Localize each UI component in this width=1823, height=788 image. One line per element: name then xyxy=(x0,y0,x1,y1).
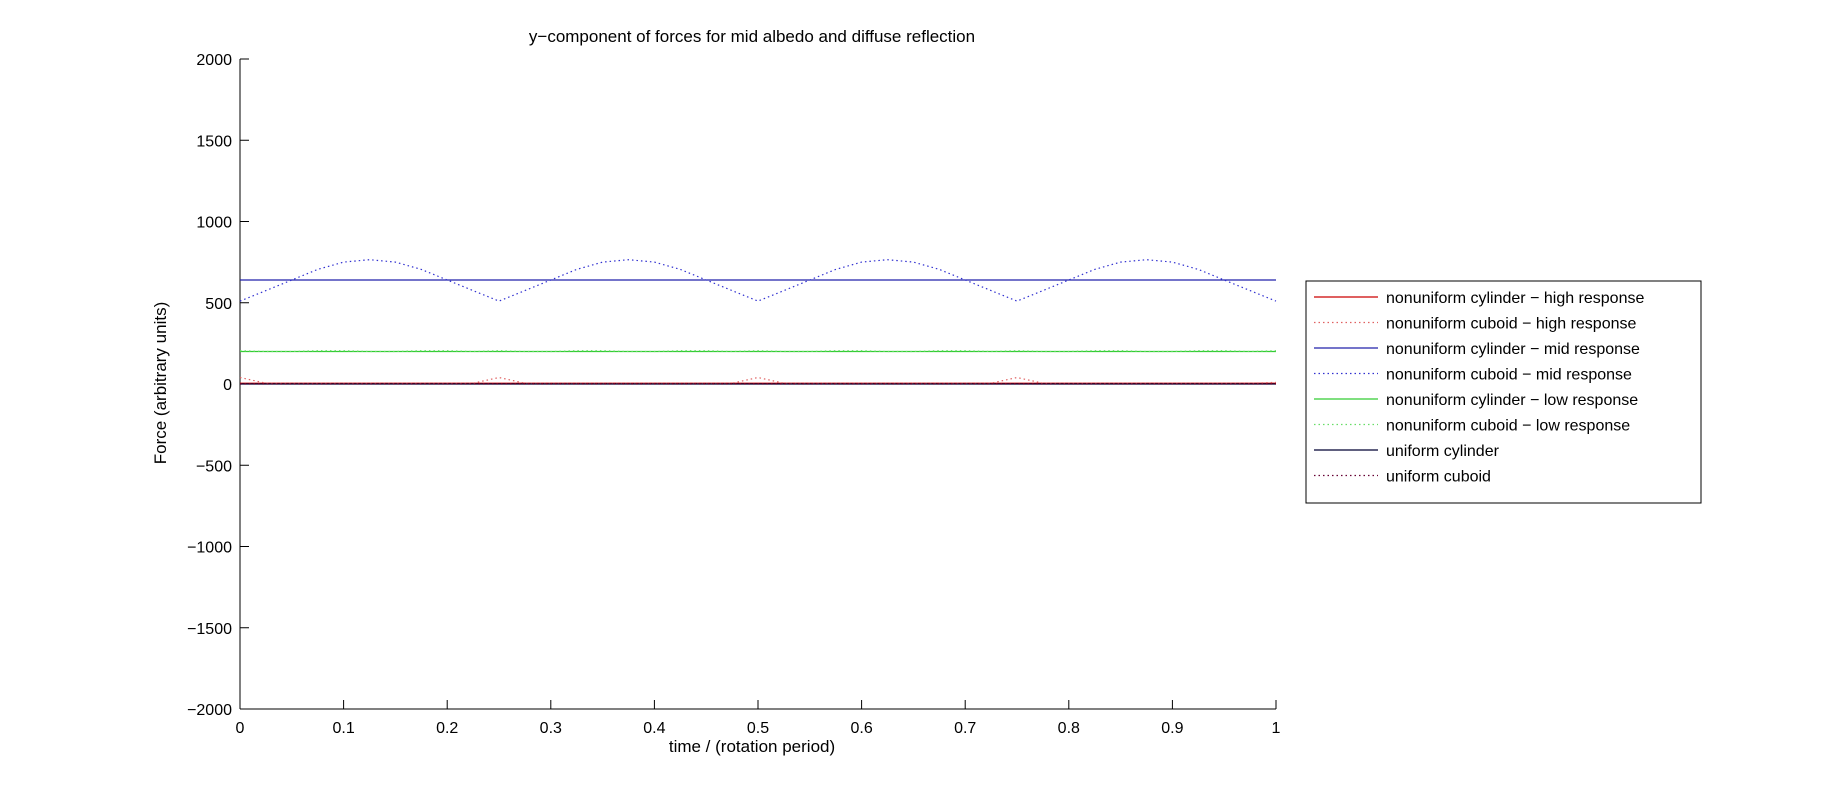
plot-area: −2000 −1500 −1000 −500 0 500 1000 1500 2000 0 0.1 0… xyxy=(187,52,1280,737)
series-line-6 xyxy=(239,350,1277,353)
x-tick-label: 0.2 xyxy=(436,720,458,737)
y-tick-label: −1500 xyxy=(187,621,232,638)
legend-label-6: nonuniform cuboid − low response xyxy=(1386,418,1630,435)
y-tick-label: 1000 xyxy=(196,215,232,232)
x-tick-label: 0.8 xyxy=(1058,720,1080,737)
legend-label-1: nonuniform cylinder − high response xyxy=(1386,290,1644,307)
x-tick-label: 0.9 xyxy=(1161,720,1183,737)
series-line-2 xyxy=(239,376,1277,384)
y-tick-label: −2000 xyxy=(187,702,232,719)
y-tick-label: 0 xyxy=(223,377,232,394)
legend-label-3: nonuniform cylinder − mid response xyxy=(1386,341,1640,358)
y-tick-label: 2000 xyxy=(196,52,232,69)
x-axis-label: time / (rotation period) xyxy=(669,737,835,756)
y-tick-label: −1000 xyxy=(187,540,232,557)
legend-label-7: uniform cylinder xyxy=(1386,443,1500,460)
x-tick-label: 1 xyxy=(1272,720,1281,737)
legend-label-5: nonuniform cylinder − low response xyxy=(1386,392,1638,409)
x-tick-label: 0 xyxy=(236,720,245,737)
legend-label-8: uniform cuboid xyxy=(1386,469,1491,486)
x-tick-label: 0.7 xyxy=(954,720,976,737)
chart-title: y−component of forces for mid albedo and… xyxy=(529,27,975,46)
x-tick-label: 0.4 xyxy=(643,720,665,737)
legend: nonuniform cylinder − high response nonun… xyxy=(1305,280,1702,504)
x-tick-label: 0.3 xyxy=(540,720,562,737)
legend-label-2: nonuniform cuboid − high response xyxy=(1386,316,1636,333)
y-tick-label: 500 xyxy=(205,296,232,313)
y-tick-label: −500 xyxy=(196,458,232,475)
legend-label-4: nonuniform cuboid − mid response xyxy=(1386,367,1632,384)
x-tick-label: 0.5 xyxy=(747,720,769,737)
y-axis-label: Force (arbitrary units) xyxy=(151,302,170,464)
x-tick-label: 0.1 xyxy=(332,720,354,737)
series-line-4 xyxy=(239,259,1277,302)
x-tick-label: 0.6 xyxy=(850,720,872,737)
legend-box xyxy=(1305,280,1702,504)
y-tick-label: 1500 xyxy=(196,133,232,150)
